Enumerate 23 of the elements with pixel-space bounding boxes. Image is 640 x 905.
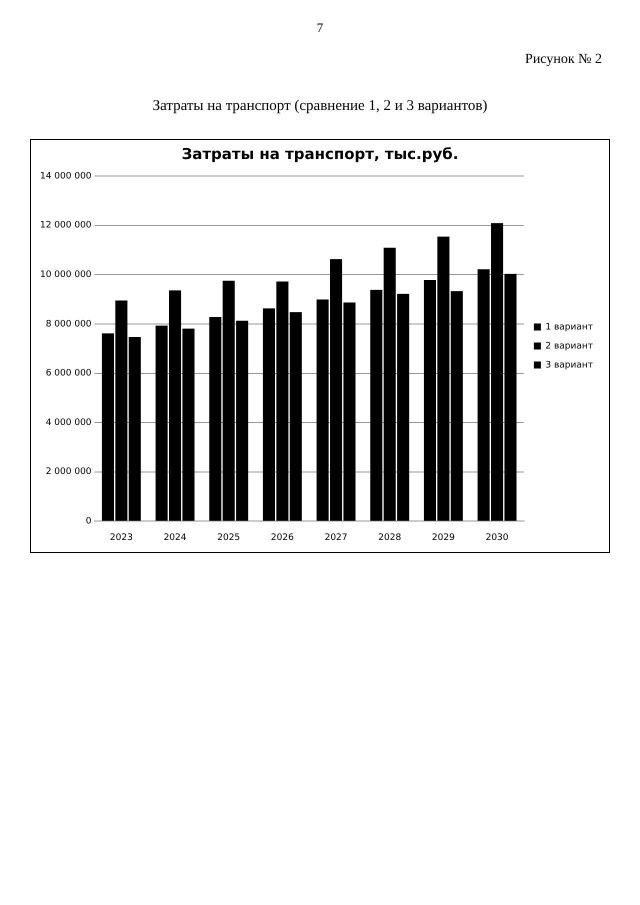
- y-tick-label: 12 000 000: [40, 220, 92, 231]
- legend-label: 2 вариант: [545, 341, 594, 352]
- chart-subtitle: Затраты на транспорт (сравнение 1, 2 и 3 вариантов): [152, 98, 488, 115]
- y-tick-label: 2 000 000: [46, 467, 92, 478]
- text: 7: [316, 20, 324, 36]
- y-tick-label: 4 000 000: [46, 418, 92, 428]
- x-tick-label: 2029: [432, 532, 456, 543]
- x-tick-label: 2027: [324, 532, 348, 543]
- x-tick-label: 2028: [378, 532, 402, 543]
- x-tick-label: 2026: [270, 532, 294, 543]
- y-tick-label: 0: [86, 516, 92, 527]
- x-tick-label: 2025: [217, 532, 240, 543]
- y-tick-label: 8 000 000: [46, 319, 92, 330]
- y-tick-label: 14 000 000: [40, 171, 92, 182]
- x-tick-label: 2023: [110, 532, 133, 543]
- text: Рисунок № 2: [524, 52, 602, 68]
- x-tick-label: 2030: [486, 532, 509, 543]
- legend-label: 3 вариант: [545, 360, 594, 370]
- legend-label: 1 вариант: [545, 322, 594, 332]
- y-tick-label: 6 000 000: [46, 368, 92, 379]
- chart-title: Затраты на транспорт, тыс.руб.: [182, 144, 458, 163]
- y-tick-label: 10 000 000: [40, 270, 92, 280]
- x-tick-label: 2024: [164, 532, 187, 543]
